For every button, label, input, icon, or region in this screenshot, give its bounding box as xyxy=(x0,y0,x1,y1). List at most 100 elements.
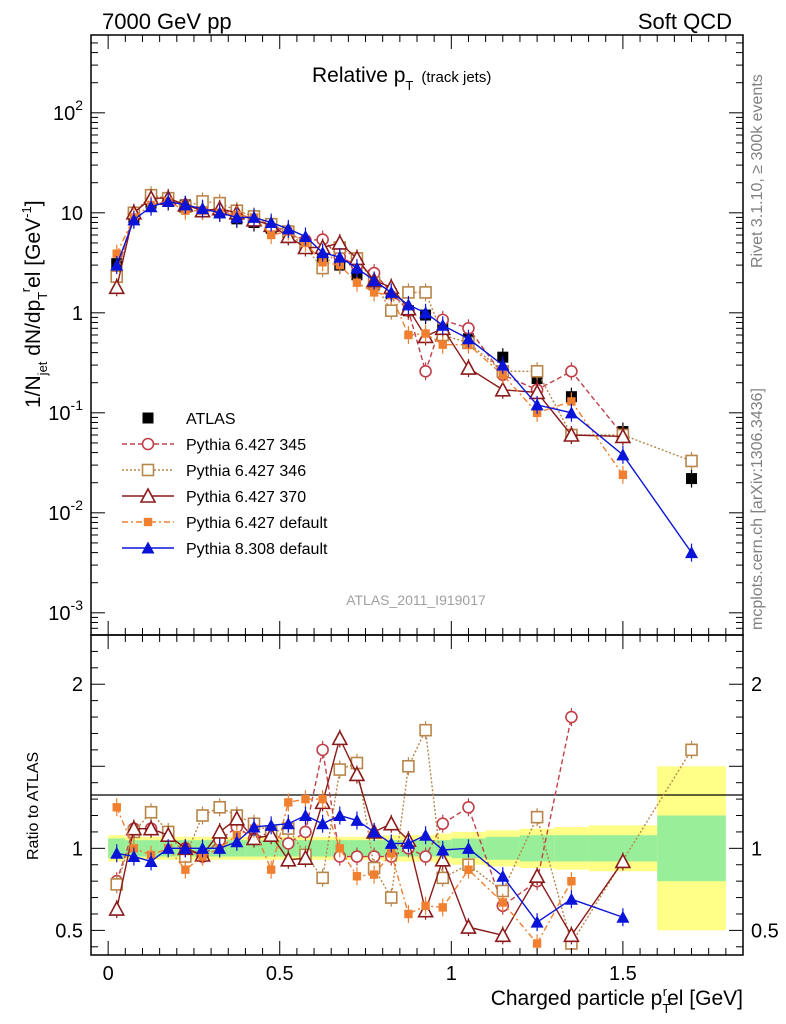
data-point xyxy=(247,210,261,223)
data-point xyxy=(112,803,121,812)
ylabel-a: 1/N xyxy=(22,375,45,408)
data-point xyxy=(419,365,432,378)
legend-entry: Pythia 6.427 346 xyxy=(122,463,306,480)
data-point xyxy=(464,865,473,874)
header-energy: 7000 GeV pp xyxy=(102,9,232,34)
data-point xyxy=(530,365,544,378)
series-4 xyxy=(110,806,630,932)
rivet-label: Rivet 3.1.10, ≥ 300k events xyxy=(749,74,766,268)
data-point xyxy=(563,926,580,943)
data-point xyxy=(196,841,210,854)
y-tick-label: 10-3 xyxy=(48,597,83,625)
header-category: Soft QCD xyxy=(638,9,732,34)
data-point xyxy=(419,828,433,841)
ylabel-b: dN/dp xyxy=(22,300,45,362)
ratio-y-tick-label-right: 2 xyxy=(751,674,762,696)
series-line xyxy=(116,200,624,476)
data-point xyxy=(419,286,432,299)
data-point xyxy=(335,844,344,853)
data-point xyxy=(461,332,475,345)
mcplots-label: mcplots.cern.ch [arXiv:1306.3436] xyxy=(749,388,766,630)
legend-label: Pythia 6.427 default xyxy=(186,515,328,532)
analysis-watermark: ATLAS_2011_I919017 xyxy=(346,592,486,608)
data-point xyxy=(318,794,327,804)
legend-label: Pythia 6.427 346 xyxy=(186,463,306,480)
data-point xyxy=(384,285,398,298)
data-point xyxy=(125,819,143,836)
ratio-series-layer xyxy=(108,708,698,953)
data-point xyxy=(532,939,542,948)
data-point xyxy=(564,406,578,419)
data-point xyxy=(316,817,330,830)
legend-marker xyxy=(139,487,157,503)
plot-title-sub: T xyxy=(405,78,413,93)
series-line xyxy=(116,798,573,945)
data-point xyxy=(127,213,141,226)
data-point xyxy=(213,206,227,219)
data-point xyxy=(230,835,244,848)
data-point xyxy=(685,743,698,757)
data-point xyxy=(438,340,447,349)
data-point xyxy=(496,358,510,371)
data-point xyxy=(384,304,398,317)
data-point xyxy=(567,876,576,886)
legend-label: Pythia 8.308 default xyxy=(186,541,328,558)
ratio-y-tick-label: 1 xyxy=(72,838,83,860)
ylabel-c-sup: -1 xyxy=(19,206,34,218)
data-point xyxy=(110,846,124,859)
data-point xyxy=(144,200,158,213)
data-point xyxy=(281,222,295,235)
data-point xyxy=(530,915,544,928)
data-point xyxy=(567,397,576,406)
data-point xyxy=(161,194,175,207)
data-point xyxy=(419,723,432,737)
legend-marker xyxy=(141,541,155,554)
ratio-y-tick-label: 2 xyxy=(72,674,83,696)
data-point xyxy=(616,448,630,461)
ylabel-b-sup: r xyxy=(18,287,33,292)
data-point xyxy=(530,398,544,411)
legend-entry: Pythia 8.308 default xyxy=(122,541,328,558)
data-point xyxy=(281,817,295,830)
data-point xyxy=(530,810,544,824)
legend: ATLAS Pythia 6.427 345 Pythia 6.427 346 Pyt… xyxy=(122,411,328,558)
data-point xyxy=(247,820,261,833)
data-point xyxy=(496,869,510,882)
x-tick-label: 0 xyxy=(103,963,114,985)
series-line xyxy=(116,197,623,438)
data-point xyxy=(333,809,347,822)
data-point xyxy=(348,765,366,782)
data-point xyxy=(685,454,698,468)
data-point xyxy=(565,710,578,724)
data-point xyxy=(298,809,312,822)
ratio-y-tick-label-right: 1 xyxy=(751,838,762,860)
data-point xyxy=(528,867,546,884)
series-line xyxy=(116,197,624,436)
plot-title-extra: (track jets) xyxy=(421,69,491,86)
series-3 xyxy=(108,189,632,446)
data-point xyxy=(196,809,209,822)
data-point xyxy=(614,427,632,444)
data-point xyxy=(352,278,362,287)
data-point xyxy=(563,426,580,442)
data-point xyxy=(333,250,347,263)
data-point xyxy=(142,819,160,836)
ratio-y-tick-label-right: 0.5 xyxy=(751,920,779,942)
data-point xyxy=(181,865,190,874)
data-point xyxy=(404,909,413,919)
y-tick-label: 10-1 xyxy=(48,397,83,425)
data-point xyxy=(331,729,349,746)
legend-entry: Pythia 6.427 370 xyxy=(122,487,306,506)
data-point xyxy=(266,865,276,874)
data-point xyxy=(421,901,430,910)
data-point xyxy=(178,841,192,854)
data-point xyxy=(402,759,415,773)
x-tick-label: 0.5 xyxy=(266,963,294,985)
data-point xyxy=(564,892,578,905)
data-point xyxy=(419,850,432,863)
data-point xyxy=(112,249,121,258)
series-1 xyxy=(110,189,630,444)
legend-entry: ATLAS xyxy=(142,411,236,428)
data-point xyxy=(279,851,297,867)
